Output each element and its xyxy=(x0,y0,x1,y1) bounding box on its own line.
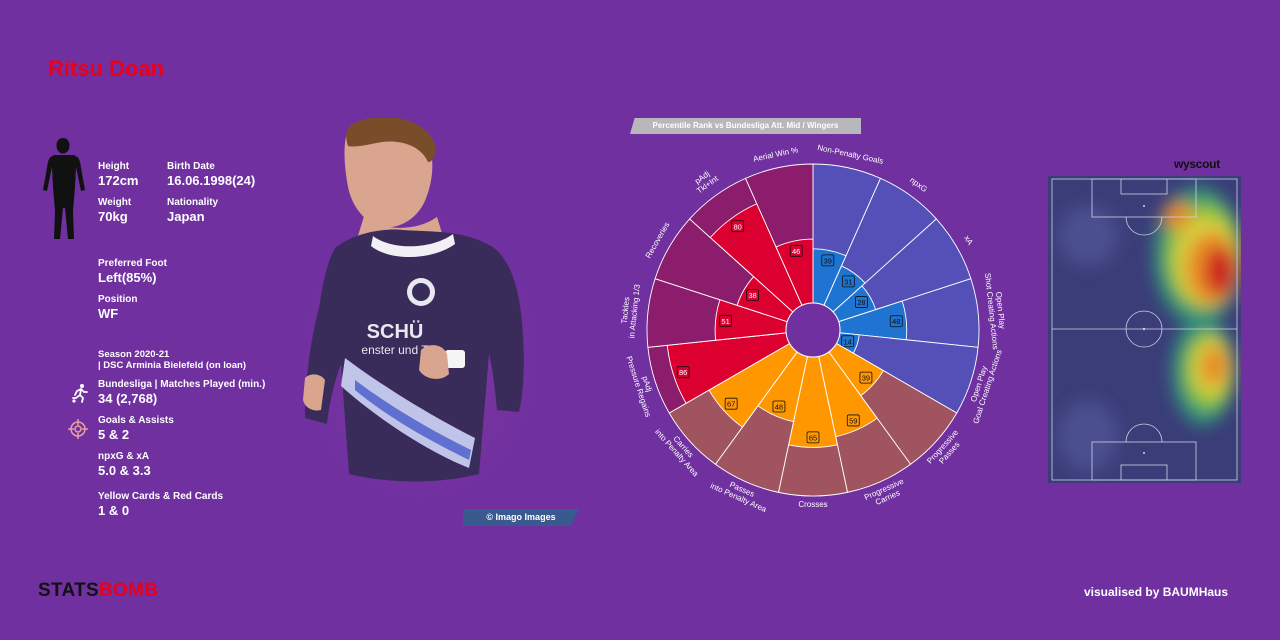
value-label-box xyxy=(772,400,786,413)
value-label: 59 xyxy=(849,416,857,425)
player-silhouette-icon xyxy=(43,138,85,239)
matches-label: Bundesliga | Matches Played (min.) xyxy=(98,379,266,390)
value-label: 39 xyxy=(862,374,870,383)
value-label-box xyxy=(719,314,732,327)
value-label-box xyxy=(676,366,690,379)
value-label: 31 xyxy=(844,277,852,286)
running-player-icon xyxy=(72,384,88,403)
svg-text:enster und T: enster und T xyxy=(361,343,429,357)
category-label: Non-Penalty Goals xyxy=(817,143,885,166)
category-label: xA xyxy=(962,234,975,247)
photo-credit: © Imago Images xyxy=(463,509,579,526)
value-label-box xyxy=(841,275,855,288)
value-label-box xyxy=(846,414,860,427)
value-label-box xyxy=(724,397,738,410)
value-label-box xyxy=(731,220,745,233)
player-name: Ritsu Doan xyxy=(48,56,165,81)
value-label: 67 xyxy=(727,400,735,409)
weight-label: Weight xyxy=(98,197,132,208)
target-icon xyxy=(68,419,88,439)
chart-title: Percentile Rank vs Bundesliga Att. Mid /… xyxy=(630,118,861,134)
category-label: npxG xyxy=(908,176,929,195)
birth-date-label: Birth Date xyxy=(167,161,215,172)
wyscout-logo: wyscout xyxy=(1174,157,1220,171)
value-label-box xyxy=(859,371,873,384)
preferred-foot-value: Left(85%) xyxy=(98,270,157,285)
value-label: 80 xyxy=(733,222,741,231)
position-label: Position xyxy=(98,294,138,305)
category-label: Open PlayShot Creating Actions xyxy=(983,272,1009,350)
statsbomb-logo-part-b: BOMB xyxy=(98,580,159,601)
value-label: 86 xyxy=(679,368,687,377)
matches-value: 34 (2,768) xyxy=(98,391,158,406)
npxg-xa-label: npxG & xA xyxy=(98,451,150,462)
value-label: 39 xyxy=(824,256,832,265)
category-label: pAdjTkl+Int xyxy=(690,166,721,195)
category-label: Crosses xyxy=(798,500,827,509)
value-label-box xyxy=(841,335,855,348)
goals-assists-value: 5 & 2 xyxy=(98,427,130,442)
season-label: Season 2020-21 xyxy=(98,349,170,360)
value-label: 46 xyxy=(792,247,800,256)
value-label: 28 xyxy=(857,298,865,307)
cards-value: 1 & 0 xyxy=(98,503,130,518)
value-label: 65 xyxy=(809,433,817,442)
value-label-box xyxy=(746,289,759,301)
nationality-value: Japan xyxy=(167,209,205,224)
value-label: 48 xyxy=(892,317,900,326)
npxg-xa-value: 5.0 & 3.3 xyxy=(98,463,151,478)
statsbomb-logo: STATSBOMB xyxy=(38,580,158,602)
value-label: 14 xyxy=(844,337,852,346)
position-value: WF xyxy=(98,306,119,321)
player-photo: SCHÜ enster und T xyxy=(295,118,545,508)
svg-text:SCHÜ: SCHÜ xyxy=(367,320,424,343)
birth-date-value: 16.06.1998(24) xyxy=(167,173,256,188)
value-label: 48 xyxy=(775,402,783,411)
category-label: Aerial Win % xyxy=(752,145,799,163)
value-label: 51 xyxy=(721,317,729,326)
value-label-box xyxy=(889,315,903,328)
cards-label: Yellow Cards & Red Cards xyxy=(98,491,224,502)
statsbomb-logo-part-a: STATS xyxy=(38,580,99,601)
pizza-center xyxy=(785,302,841,358)
category-label: Tacklesin Attacking 1/3 xyxy=(618,282,642,338)
percentile-pizza-chart: 39 Non-Penalty Goals 31 npxG 28 xA 48 Open Play… xyxy=(618,143,1009,514)
value-label: 38 xyxy=(748,291,756,300)
club-label: | DSC Arminia Bielefeld (on loan) xyxy=(98,360,246,371)
goals-assists-label: Goals & Assists xyxy=(98,415,174,426)
value-label-box xyxy=(789,244,803,257)
value-label-box xyxy=(821,254,835,267)
nationality-label: Nationality xyxy=(167,197,219,208)
visualised-by-credit: visualised by BAUMHaus xyxy=(1084,585,1229,599)
heatmap-pitch xyxy=(1048,176,1241,483)
height-label: Height xyxy=(98,161,130,172)
value-label-box xyxy=(855,296,868,308)
preferred-foot-label: Preferred Foot xyxy=(98,258,167,269)
weight-value: 70kg xyxy=(98,209,128,224)
value-label-box xyxy=(806,431,820,444)
height-value: 172cm xyxy=(98,173,139,188)
